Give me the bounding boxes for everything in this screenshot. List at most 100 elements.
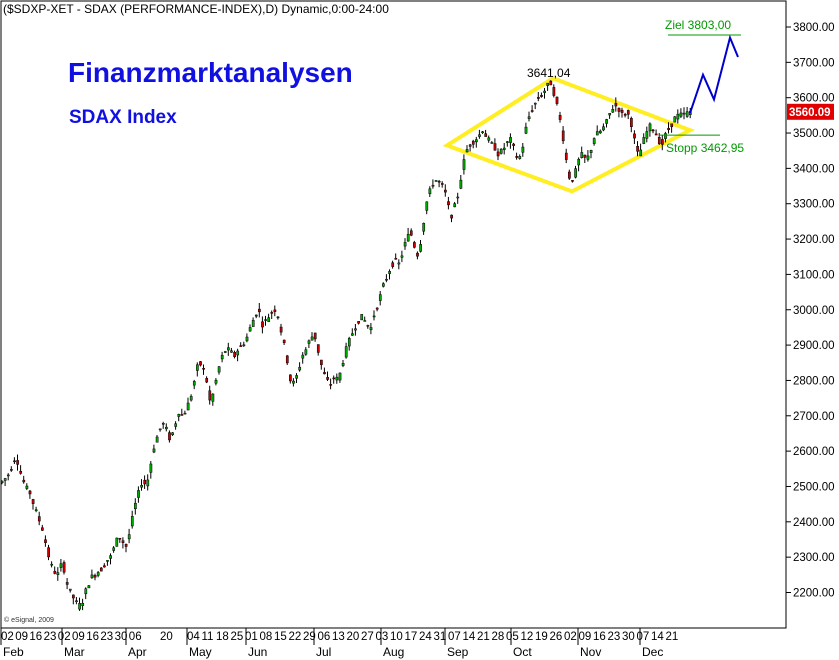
x-day-label: 23 xyxy=(608,631,621,643)
x-day-label: 04 xyxy=(187,631,200,643)
x-month-label: Jun xyxy=(248,645,267,659)
candle xyxy=(99,566,103,572)
candle xyxy=(109,553,112,565)
candle xyxy=(468,143,472,152)
x-day-label: 05 xyxy=(506,631,519,643)
x-day-label: 07 xyxy=(637,631,650,643)
candle xyxy=(158,428,162,432)
candle xyxy=(214,378,218,386)
x-day-label: 24 xyxy=(419,631,432,643)
last-price-label: 3560.09 xyxy=(789,107,831,119)
candle xyxy=(16,454,19,471)
x-day-label: 21 xyxy=(666,631,679,643)
candle xyxy=(68,588,72,593)
candle xyxy=(679,108,683,118)
candle xyxy=(583,154,587,163)
candle xyxy=(484,129,488,137)
candle xyxy=(403,238,407,250)
y-tick-label: 2400.00 xyxy=(793,517,835,529)
candle xyxy=(654,129,658,136)
y-axis: 2200.00 2300.00 2400.00 2500.00 2600.00 2700.… xyxy=(786,22,835,600)
x-day-label: 29 xyxy=(303,631,316,643)
x-day-label: 28 xyxy=(492,631,505,643)
x-day-label: 21 xyxy=(477,631,490,643)
candle xyxy=(459,175,463,190)
candle xyxy=(512,142,515,151)
diamond-outline xyxy=(442,76,695,194)
x-day-label: 14 xyxy=(463,631,476,643)
projection-line xyxy=(689,34,739,114)
candle xyxy=(56,567,60,581)
candle xyxy=(450,214,453,223)
x-month-label: Apr xyxy=(128,645,147,659)
x-month-label: Aug xyxy=(383,645,404,659)
x-day-label: 26 xyxy=(550,631,563,643)
candle xyxy=(31,498,35,510)
candle xyxy=(366,324,370,329)
candle xyxy=(254,314,258,319)
candle xyxy=(149,461,153,479)
y-tick-label: 2200.00 xyxy=(793,588,835,600)
x-day-label: 23 xyxy=(44,631,57,643)
candle xyxy=(453,201,457,208)
candle xyxy=(75,596,78,605)
candle xyxy=(106,560,109,566)
candle xyxy=(478,129,481,139)
candle xyxy=(561,126,565,145)
candle xyxy=(81,598,85,611)
x-day-label: 16 xyxy=(29,631,42,643)
candle xyxy=(28,490,32,499)
x-day-label: 02 xyxy=(564,631,577,643)
candle xyxy=(130,510,134,529)
candle xyxy=(657,133,661,146)
candle xyxy=(397,259,401,270)
y-tick-label: 2300.00 xyxy=(793,552,835,564)
candle xyxy=(251,317,255,327)
brand-subtitle: SDAX Index xyxy=(69,107,177,128)
candle xyxy=(264,315,267,326)
candle xyxy=(555,96,559,106)
candle xyxy=(50,561,54,568)
candle xyxy=(47,544,50,561)
x-month-label: Dec xyxy=(642,645,663,659)
candle xyxy=(292,378,295,387)
x-month-label: Feb xyxy=(3,645,24,659)
candle xyxy=(605,118,608,128)
candle xyxy=(103,563,106,568)
candle xyxy=(487,135,491,143)
x-day-label: 09 xyxy=(579,631,592,643)
candle xyxy=(338,372,342,383)
candle xyxy=(25,483,29,491)
y-tick-label: 3700.00 xyxy=(793,57,835,69)
candle xyxy=(239,342,243,347)
candle xyxy=(540,92,543,98)
candle xyxy=(382,282,385,288)
candle xyxy=(409,228,413,237)
candle xyxy=(245,333,249,343)
candle xyxy=(475,136,478,148)
candle xyxy=(199,360,202,367)
candle xyxy=(335,373,339,384)
candle xyxy=(341,359,345,368)
candle xyxy=(608,113,612,119)
candle xyxy=(137,486,140,503)
candle xyxy=(279,323,283,336)
candle xyxy=(295,373,298,384)
candle xyxy=(465,145,469,153)
candle xyxy=(205,376,209,384)
candle xyxy=(530,105,534,113)
x-axis: 02 09 16 23 02 09 16 23 30 06 20 04 11 18 25 01 08 15 22 29… xyxy=(0,627,786,659)
candle xyxy=(233,350,236,359)
candle xyxy=(41,524,44,531)
candle xyxy=(437,179,441,188)
candle xyxy=(301,352,305,364)
candle xyxy=(285,354,289,366)
x-month-label: May xyxy=(189,645,212,659)
candle xyxy=(623,112,627,118)
candle xyxy=(261,316,264,334)
candle xyxy=(189,394,193,402)
candle xyxy=(208,385,212,405)
y-tick-label: 2800.00 xyxy=(793,375,835,387)
candle xyxy=(118,537,122,543)
x-month-label: Nov xyxy=(580,645,601,659)
